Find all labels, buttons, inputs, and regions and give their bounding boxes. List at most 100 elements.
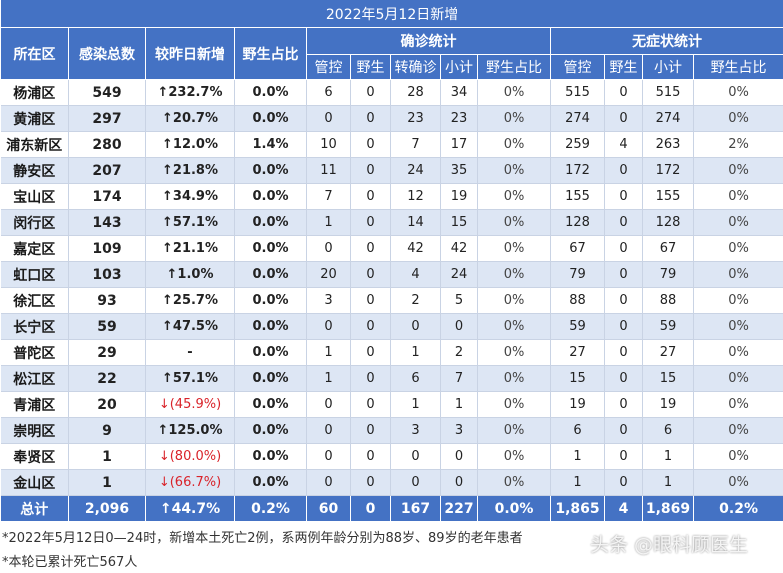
cell-confirmed-wild-ratio: 0% (477, 157, 551, 184)
cell-district: 虹口区 (0, 261, 69, 288)
cell-district: 闵行区 (0, 209, 69, 236)
table-title: 2022年5月12日新增 (0, 0, 783, 28)
cell-asym-wild-ratio: 0% (693, 339, 783, 366)
cell-asym-wild: 0 (604, 417, 643, 444)
cell-asym-wild-ratio: 0% (693, 365, 783, 392)
cell-confirmed-wild-ratio: 0% (477, 339, 551, 366)
cell-confirmed-subtotal: 0 (440, 443, 478, 470)
cell-asym-controlled: 27 (550, 339, 605, 366)
cell-asym-wild-ratio: 0% (693, 261, 783, 288)
cell-confirmed-controlled: 7 (306, 183, 351, 210)
cell-asym-wild: 0 (604, 79, 643, 106)
cell-asym-wild-ratio: 0% (693, 183, 783, 210)
death-note: *2022年5月12日0—24时，新增本土死亡2例，系两例年龄分别为88岁、89… (2, 531, 523, 546)
cell-district: 嘉定区 (0, 235, 69, 262)
table-row: 崇明区 9 ↑125.0% 0.0% 0 0 3 3 0% 6 0 6 0% (0, 417, 783, 444)
cell-asym-controlled: 15 (550, 365, 605, 392)
cell-confirmed-controlled: 0 (306, 469, 351, 496)
cell-confirmed-controlled: 11 (306, 157, 351, 184)
cell-asym-subtotal: 128 (642, 209, 694, 236)
cell-confirmed-subtotal: 35 (440, 157, 478, 184)
cell-asym-subtotal: 6 (642, 417, 694, 444)
table-row: 松江区 22 ↑57.1% 0.0% 1 0 6 7 0% 15 0 15 0% (0, 365, 783, 392)
cell-asym-wild: 0 (604, 313, 643, 340)
cell-confirmed-wild-ratio: 0% (477, 131, 551, 158)
cell-wild-ratio: 0.0% (234, 417, 307, 444)
table-row: 虹口区 103 ↑1.0% 0.0% 20 0 4 24 0% 79 0 79 0% (0, 261, 783, 288)
cell-confirmed-subtotal: 7 (440, 365, 478, 392)
cell-confirmed-converted: 6 (390, 365, 441, 392)
cell-total: 207 (68, 157, 146, 184)
cell-confirmed-converted: 0 (390, 443, 441, 470)
header-confirmed-controlled: 管控 (306, 54, 351, 80)
cell-asym-controlled: 88 (550, 287, 605, 314)
cell-confirmed-wild: 0 (350, 235, 391, 262)
cell-asym-wild-ratio: 0% (693, 235, 783, 262)
cell-confirmed-controlled: 0 (306, 313, 351, 340)
totals-label: 总计 (0, 495, 69, 521)
watermark: 头条 @眼科顾医生 (590, 534, 749, 556)
cell-change: ↑20.7% (145, 105, 235, 132)
header-asymptomatic-group: 无症状统计 (549, 27, 783, 55)
cell-asym-subtotal: 1 (642, 443, 694, 470)
totals-confirmed-converted: 167 (390, 495, 441, 521)
cell-asym-wild-ratio: 0% (693, 79, 783, 106)
cell-confirmed-controlled: 0 (306, 443, 351, 470)
cell-confirmed-wild: 0 (350, 261, 391, 288)
cell-asym-wild-ratio: 0% (693, 469, 783, 496)
header-confirmed-converted: 转确诊 (390, 54, 441, 80)
cell-change: ↑57.1% (145, 209, 235, 236)
totals-total: 2,096 (68, 495, 146, 521)
cell-change: ↑21.1% (145, 235, 235, 262)
cell-confirmed-subtotal: 3 (440, 417, 478, 444)
cell-asym-wild-ratio: 0% (693, 417, 783, 444)
cell-confirmed-controlled: 1 (306, 365, 351, 392)
totals-wild-ratio: 0.2% (234, 495, 307, 521)
cell-district: 黄浦区 (0, 105, 69, 132)
cell-confirmed-converted: 7 (390, 131, 441, 158)
cell-asym-wild: 0 (604, 261, 643, 288)
cell-confirmed-converted: 2 (390, 287, 441, 314)
table-row: 闵行区 143 ↑57.1% 0.0% 1 0 14 15 0% 128 0 128 0% (0, 209, 783, 236)
cell-confirmed-wild-ratio: 0% (477, 105, 551, 132)
cell-confirmed-converted: 12 (390, 183, 441, 210)
cell-district: 徐汇区 (0, 287, 69, 314)
cell-district: 普陀区 (0, 339, 69, 366)
cell-confirmed-wild-ratio: 0% (477, 417, 551, 444)
table-row: 长宁区 59 ↑47.5% 0.0% 0 0 0 0 0% 59 0 59 0% (0, 313, 783, 340)
stats-table: 2022年5月12日新增 所在区 感染总数 较昨日新增 野生占比 确诊统计 无症… (0, 0, 783, 521)
cell-confirmed-converted: 0 (390, 313, 441, 340)
totals-asym-subtotal: 1,869 (642, 495, 694, 521)
cell-total: 9 (68, 417, 146, 444)
cell-asym-subtotal: 263 (642, 131, 694, 158)
cell-asym-subtotal: 59 (642, 313, 694, 340)
cell-wild-ratio: 0.0% (234, 235, 307, 262)
cell-wild-ratio: 0.0% (234, 183, 307, 210)
cell-confirmed-wild-ratio: 0% (477, 443, 551, 470)
cell-asym-wild-ratio: 0% (693, 209, 783, 236)
cell-confirmed-subtotal: 0 (440, 313, 478, 340)
cell-total: 93 (68, 287, 146, 314)
cell-asym-controlled: 1 (550, 469, 605, 496)
header-change: 较昨日新增 (145, 27, 235, 80)
totals-confirmed-subtotal: 227 (440, 495, 478, 521)
header-total: 感染总数 (68, 27, 146, 80)
cell-total: 1 (68, 443, 146, 470)
header-wild-ratio: 野生占比 (234, 27, 307, 80)
cell-confirmed-subtotal: 34 (440, 79, 478, 106)
header-district: 所在区 (0, 27, 69, 80)
cell-change: - (145, 339, 235, 366)
cell-confirmed-controlled: 0 (306, 391, 351, 418)
table-row: 静安区 207 ↑21.8% 0.0% 11 0 24 35 0% 172 0 172 0% (0, 157, 783, 184)
cell-change: ↓(66.7%) (145, 469, 235, 496)
totals-asym-wild: 4 (604, 495, 643, 521)
cell-confirmed-wild-ratio: 0% (477, 469, 551, 496)
cell-total: 103 (68, 261, 146, 288)
cell-confirmed-wild: 0 (350, 79, 391, 106)
cell-confirmed-wild: 0 (350, 469, 391, 496)
totals-change: ↑44.7% (145, 495, 235, 521)
cell-wild-ratio: 0.0% (234, 469, 307, 496)
header-confirmed-group: 确诊统计 (306, 27, 551, 55)
cell-wild-ratio: 0.0% (234, 365, 307, 392)
cell-total: 549 (68, 79, 146, 106)
